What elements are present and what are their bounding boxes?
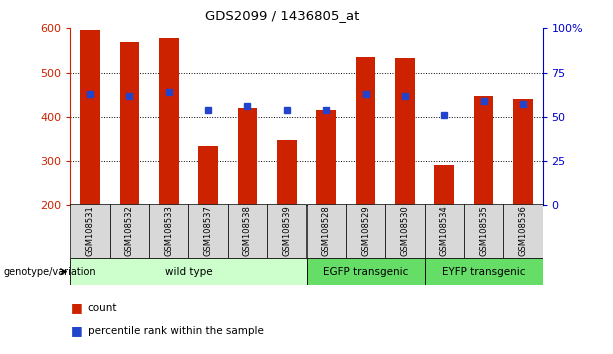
Bar <box>238 108 257 205</box>
Text: percentile rank within the sample: percentile rank within the sample <box>88 326 264 336</box>
Text: count: count <box>88 303 117 313</box>
Text: GSM108532: GSM108532 <box>125 206 134 256</box>
Text: GSM108539: GSM108539 <box>283 206 291 256</box>
Bar <box>503 204 543 258</box>
Text: GSM108529: GSM108529 <box>361 206 370 256</box>
Bar <box>385 204 424 258</box>
Text: GSM108537: GSM108537 <box>204 206 213 256</box>
Bar <box>316 110 336 205</box>
Bar <box>435 166 454 205</box>
Text: EGFP transgenic: EGFP transgenic <box>323 267 408 277</box>
Bar <box>228 204 267 258</box>
Bar <box>189 204 228 258</box>
Bar <box>346 204 385 258</box>
Bar <box>70 258 306 285</box>
Text: GDS2099 / 1436805_at: GDS2099 / 1436805_at <box>205 9 359 22</box>
Text: GSM108536: GSM108536 <box>519 206 527 256</box>
Text: GSM108534: GSM108534 <box>440 206 449 256</box>
Bar <box>395 58 414 205</box>
Bar <box>424 204 464 258</box>
Bar <box>424 258 543 285</box>
Bar <box>80 30 100 205</box>
Bar <box>306 258 424 285</box>
Bar <box>110 204 149 258</box>
Bar <box>306 204 346 258</box>
Text: GSM108528: GSM108528 <box>322 206 330 256</box>
Bar <box>120 42 139 205</box>
Text: ■: ■ <box>70 325 82 337</box>
Bar <box>159 38 178 205</box>
Bar <box>513 99 533 205</box>
Bar <box>277 140 297 205</box>
Text: GSM108531: GSM108531 <box>86 206 94 256</box>
Text: GSM108530: GSM108530 <box>400 206 409 256</box>
Bar <box>464 204 503 258</box>
Text: GSM108533: GSM108533 <box>164 206 173 256</box>
Bar <box>149 204 189 258</box>
Text: genotype/variation: genotype/variation <box>3 267 96 276</box>
Text: wild type: wild type <box>165 267 212 277</box>
Text: GSM108535: GSM108535 <box>479 206 488 256</box>
Bar <box>70 204 110 258</box>
Text: EYFP transgenic: EYFP transgenic <box>442 267 525 277</box>
Bar <box>267 204 306 258</box>
Bar <box>356 57 375 205</box>
Bar <box>474 96 493 205</box>
Bar <box>199 146 218 205</box>
Text: ■: ■ <box>70 302 82 314</box>
Text: GSM108538: GSM108538 <box>243 206 252 256</box>
